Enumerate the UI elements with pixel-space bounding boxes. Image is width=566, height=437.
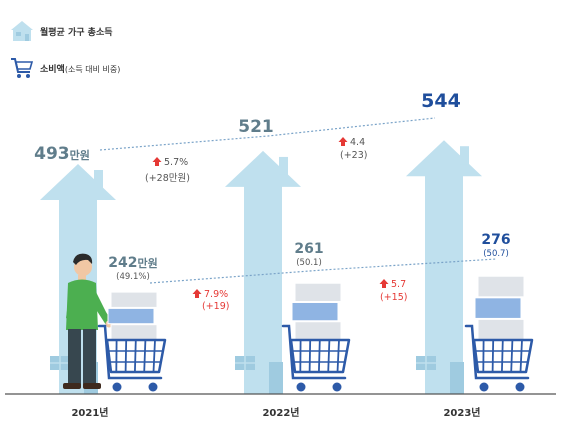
increase-arrow-icon <box>192 289 202 298</box>
income-change-amount: (+23) <box>340 150 367 161</box>
consumption-share-label: (50.7) <box>483 249 509 259</box>
x-tick-label: 2023년 <box>443 406 480 419</box>
consumption-bar <box>464 275 534 392</box>
income-trend-line <box>99 117 436 151</box>
income-change-rate: 5.7% <box>164 157 188 168</box>
x-tick-label: 2021년 <box>71 406 108 419</box>
house-window <box>50 356 70 370</box>
income-change-amount: (+28만원) <box>145 173 190 184</box>
legend-income-label: 월평균 가구 총소득 <box>40 27 113 38</box>
income-value-label: 493만원 <box>34 144 90 164</box>
cart-icon <box>281 324 351 392</box>
shopping-cart-icon <box>11 58 34 78</box>
consumption-value-label: 276 <box>481 232 510 248</box>
legend-item-consumption: 소비액(소득 대비 비중) <box>10 57 120 79</box>
x-tick-label: 2022년 <box>262 406 299 419</box>
legend-consumption-sub: (소득 대비 비중) <box>64 64 121 74</box>
consumption-change-rate: 5.7 <box>391 279 406 290</box>
increase-arrow-icon <box>379 279 389 288</box>
house-door <box>450 362 464 394</box>
income-value-label: 544 <box>421 90 461 112</box>
legend-consumption-label: 소비액 <box>40 64 65 75</box>
consumption-change-rate: 7.9% <box>204 289 228 300</box>
increase-arrow-icon <box>152 157 162 166</box>
consumption-share-label: (49.1%) <box>116 272 150 282</box>
chimney <box>94 170 103 188</box>
house-window <box>416 356 436 370</box>
chimney <box>460 146 469 165</box>
consumption-change-amount: (+15) <box>380 292 407 303</box>
income-value-label: 521 <box>238 117 274 137</box>
income-bar <box>406 140 482 394</box>
cart-icon <box>97 324 167 392</box>
income-change-rate: 4.4 <box>350 137 365 148</box>
person-figure <box>63 253 113 389</box>
cart-icon <box>464 324 534 392</box>
consumption-trend-line <box>149 258 497 284</box>
consumption-bar <box>97 291 167 392</box>
house-window <box>235 356 255 370</box>
legend-item-income: 월평균 가구 총소득 <box>10 20 113 42</box>
house-door <box>269 362 283 394</box>
chimney <box>279 156 288 175</box>
increase-arrow-icon <box>338 137 348 146</box>
house-icon <box>11 21 33 41</box>
consumption-value-label: 261 <box>294 241 323 257</box>
income-bar <box>225 150 301 394</box>
consumption-share-label: (50.1) <box>296 258 322 268</box>
consumption-bar <box>281 282 351 392</box>
consumption-value-label: 242만원 <box>108 255 157 271</box>
consumption-change-amount: (+19) <box>202 301 229 312</box>
